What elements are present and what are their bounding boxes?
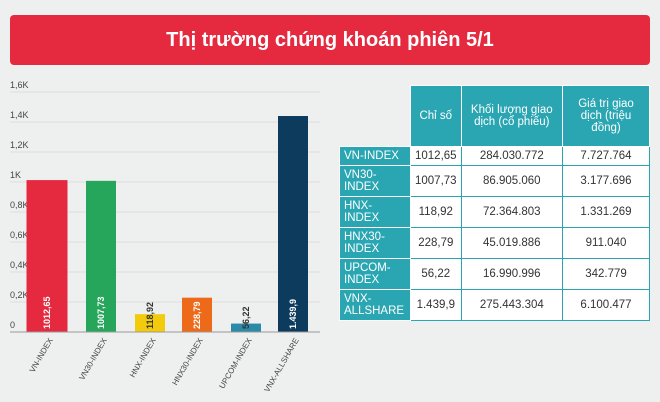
table-cell: 1007,73	[410, 165, 462, 197]
table-cell: HNX-INDEX	[339, 196, 411, 228]
table-cell: UPCOM-INDEX	[339, 258, 411, 290]
x-tick-label: VN30-INDEX	[77, 336, 109, 382]
y-tick-label: 1,6K	[10, 80, 29, 90]
y-tick-label: 0,6K	[10, 230, 29, 240]
y-tick-label: 1,2K	[10, 140, 29, 150]
table-cell: Chỉ số	[410, 85, 462, 147]
x-tick-label: VN-INDEX	[28, 336, 55, 374]
table-cell: 72.364.803	[460, 196, 564, 228]
value-label: 1007,73	[96, 296, 106, 329]
value-label: 118,92	[145, 302, 155, 329]
table-cell: 3.177.696	[562, 165, 650, 197]
table-cell: 7.727.764	[562, 146, 650, 166]
table-cell	[339, 85, 411, 147]
table-cell: 1.439,9	[410, 289, 462, 321]
table-cell: 342.779	[562, 258, 650, 290]
table-row: HNX30-INDEX 228,79 45.019.886 911.040	[339, 227, 650, 259]
table-cell: 1012,65	[410, 146, 462, 166]
table-row: UPCOM-INDEX 56,22 16.990.996 342.779	[339, 258, 650, 290]
bar	[86, 180, 116, 332]
y-tick-label: 1,4K	[10, 110, 29, 120]
value-label: 1.439,9	[288, 299, 298, 329]
table-cell: 1.331.269	[562, 196, 650, 228]
table-cell: VNX-ALLSHARE	[339, 289, 411, 321]
table-cell: 228,79	[410, 227, 462, 259]
y-tick-label: 0	[10, 320, 15, 330]
x-tick-label: UPCOM-INDEX	[217, 336, 254, 390]
bar	[231, 323, 261, 332]
table-cell: Giá trị giao dịch (triệu đồng)	[562, 85, 650, 147]
table-cell: 911.040	[562, 227, 650, 259]
title-banner: Thị trường chứng khoán phiên 5/1	[10, 15, 650, 65]
table-row: VNX-ALLSHARE 1.439,9 275.443.304 6.100.477	[339, 289, 650, 321]
table-cell: HNX30-INDEX	[339, 227, 411, 259]
table-cell: 86.905.060	[460, 165, 564, 197]
table-row: HNX-INDEX 118,92 72.364.803 1.331.269	[339, 196, 650, 228]
y-tick-label: 0,8K	[10, 200, 29, 210]
bar	[135, 314, 165, 332]
table-cell: 284.030.772	[460, 146, 564, 166]
table-cell: 6.100.477	[562, 289, 650, 321]
y-tick-label: 1K	[10, 170, 21, 180]
table-cell: 45.019.886	[460, 227, 564, 259]
chart: 0 0,2K 0,4K 0,6K 0,8K 1K 1,2K 1,4K 1,6K 1012,65 VN…	[10, 80, 320, 394]
x-tick-label: HNX30-INDEX	[170, 336, 205, 387]
table-cell: VN-INDEX	[339, 146, 411, 166]
data-table: Chỉ số Khối lượng giao dịch (cổ phiếu) Giá…	[339, 85, 650, 321]
bar	[26, 180, 68, 332]
bar	[182, 297, 212, 332]
table-cell: VN30-INDEX	[339, 165, 411, 197]
value-label: 56,22	[241, 306, 251, 329]
y-tick-label: 0,2K	[10, 290, 29, 300]
bar	[278, 116, 308, 332]
value-label: 228,79	[192, 301, 202, 329]
table-cell: 118,92	[410, 196, 462, 228]
table-cell: Khối lượng giao dịch (cổ phiếu)	[460, 85, 564, 147]
x-tick-label: HNX-INDEX	[128, 336, 158, 379]
table-row: VN30-INDEX 1007,73 86.905.060 3.177.696	[339, 165, 650, 197]
value-label: 1012,65	[42, 296, 52, 329]
table-row: VN-INDEX 1012,65 284.030.772 7.727.764	[339, 146, 650, 166]
table-cell: 56,22	[410, 258, 462, 290]
table-cell: 275.443.304	[460, 289, 564, 321]
table-cell: 16.990.996	[460, 258, 564, 290]
y-tick-label: 0,4K	[10, 260, 29, 270]
header-row: Chỉ số Khối lượng giao dịch (cổ phiếu) Giá…	[339, 85, 650, 147]
x-tick-label: VNX-ALLSHARE	[262, 337, 300, 394]
